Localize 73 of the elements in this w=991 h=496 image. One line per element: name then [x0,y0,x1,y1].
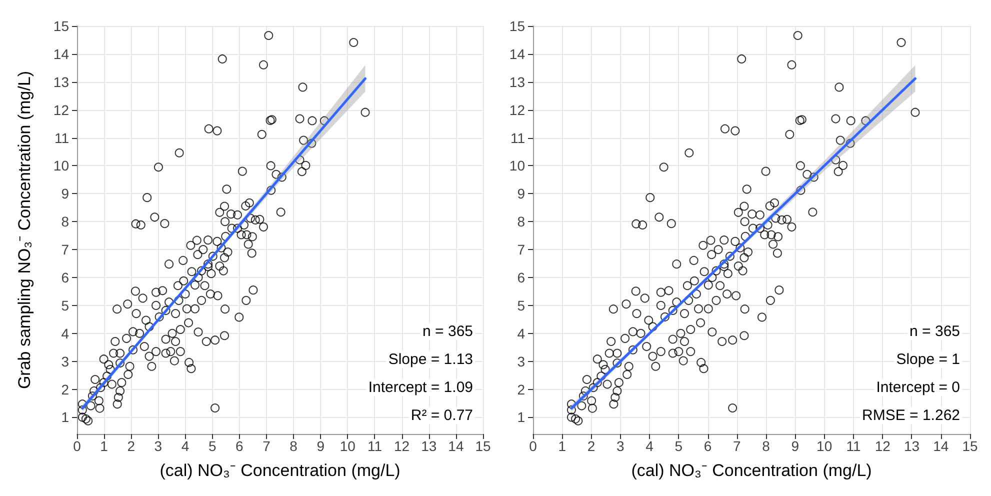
x-tick-label: 12 [394,438,410,454]
x-tick-label: 11 [846,438,861,454]
x-tick-label: 15 [475,438,491,454]
y-tick-label: 7 [517,242,526,258]
y-axis-title: Grab sampling NO₃⁻ Concentration (mg/L) [15,70,34,390]
x-tick-label: 10 [340,438,356,454]
annotation: Slope = 1.13 [388,351,474,368]
x-tick-label: 12 [874,438,891,454]
y-tick-label: 5 [517,297,526,314]
y-tick-label: 14 [509,46,526,62]
x-tick-label: 14 [933,438,949,454]
y-tick-label: 4 [517,325,526,342]
y-tick-label: 15 [53,18,70,34]
x-tick-label: 7 [733,438,742,454]
x-tick-label: 4 [646,438,654,454]
annotation: n = 365 [422,323,474,340]
y-tick-label: 8 [517,214,526,230]
annotation: RMSE = 1.262 [862,407,960,424]
x-tick-label: 14 [448,438,464,454]
x-tick-label: 2 [587,438,596,454]
x-tick-label: 3 [154,438,162,454]
x-tick-label: 8 [290,438,298,454]
x-tick-label: 3 [616,438,624,454]
x-axis-title: (cal) NO₃⁻ Concentration (mg/L) [160,461,400,480]
x-tick-label: 0 [73,438,82,454]
x-tick-label: 5 [674,438,683,454]
y-tick-label: 2 [517,381,526,398]
x-tick-label: 5 [208,438,216,454]
annotation: R² = 0.77 [410,407,474,424]
x-tick-label: 1 [558,438,566,454]
y-tick-label: 1 [517,409,526,426]
y-tick-label: 6 [61,270,70,286]
x-tick-label: 9 [791,438,800,454]
x-tick-label: 1 [100,438,108,454]
y-tick-label: 6 [517,270,526,286]
x-tick-label: 7 [262,438,271,454]
y-tick-label: 13 [53,74,70,90]
annotation: Slope = 1 [896,351,960,368]
y-tick-label: 10 [509,158,526,174]
y-tick-label: 1 [61,409,70,426]
y-tick-label: 2 [61,381,70,398]
y-tick-label: 13 [509,74,526,90]
y-tick-label: 11 [510,130,526,146]
x-tick-label: 6 [236,438,244,454]
y-tick-label: 5 [61,297,70,314]
y-tick-label: 11 [54,130,70,146]
y-tick-label: 8 [61,214,70,230]
y-tick-label: 3 [517,353,526,370]
x-tick-label: 11 [367,438,382,454]
x-tick-label: 0 [529,438,538,454]
x-tick-label: 8 [762,438,770,454]
y-tick-label: 4 [61,325,70,342]
y-tick-label: 9 [61,186,70,202]
annotation: Intercept = 0 [876,379,960,396]
y-tick-label: 9 [517,186,526,202]
x-tick-label: 4 [181,438,190,454]
x-tick-label: 9 [316,438,325,454]
y-tick-label: 14 [53,46,70,62]
x-tick-label: 6 [704,438,712,454]
y-tick-label: 3 [61,353,70,370]
x-tick-label: 15 [962,438,978,454]
x-tick-label: 2 [127,438,136,454]
x-tick-label: 13 [421,438,437,454]
x-tick-label: 10 [816,438,832,454]
y-tick-label: 15 [509,18,526,34]
annotation: Intercept = 1.09 [368,379,473,396]
y-tick-label: 12 [509,102,526,118]
y-tick-label: 12 [53,102,70,118]
y-tick-label: 7 [61,242,70,258]
x-axis-title: (cal) NO₃⁻ Concentration (mg/L) [631,461,872,480]
y-tick-label: 10 [53,158,70,174]
annotation: n = 365 [910,323,960,340]
x-tick-label: 13 [904,438,920,454]
